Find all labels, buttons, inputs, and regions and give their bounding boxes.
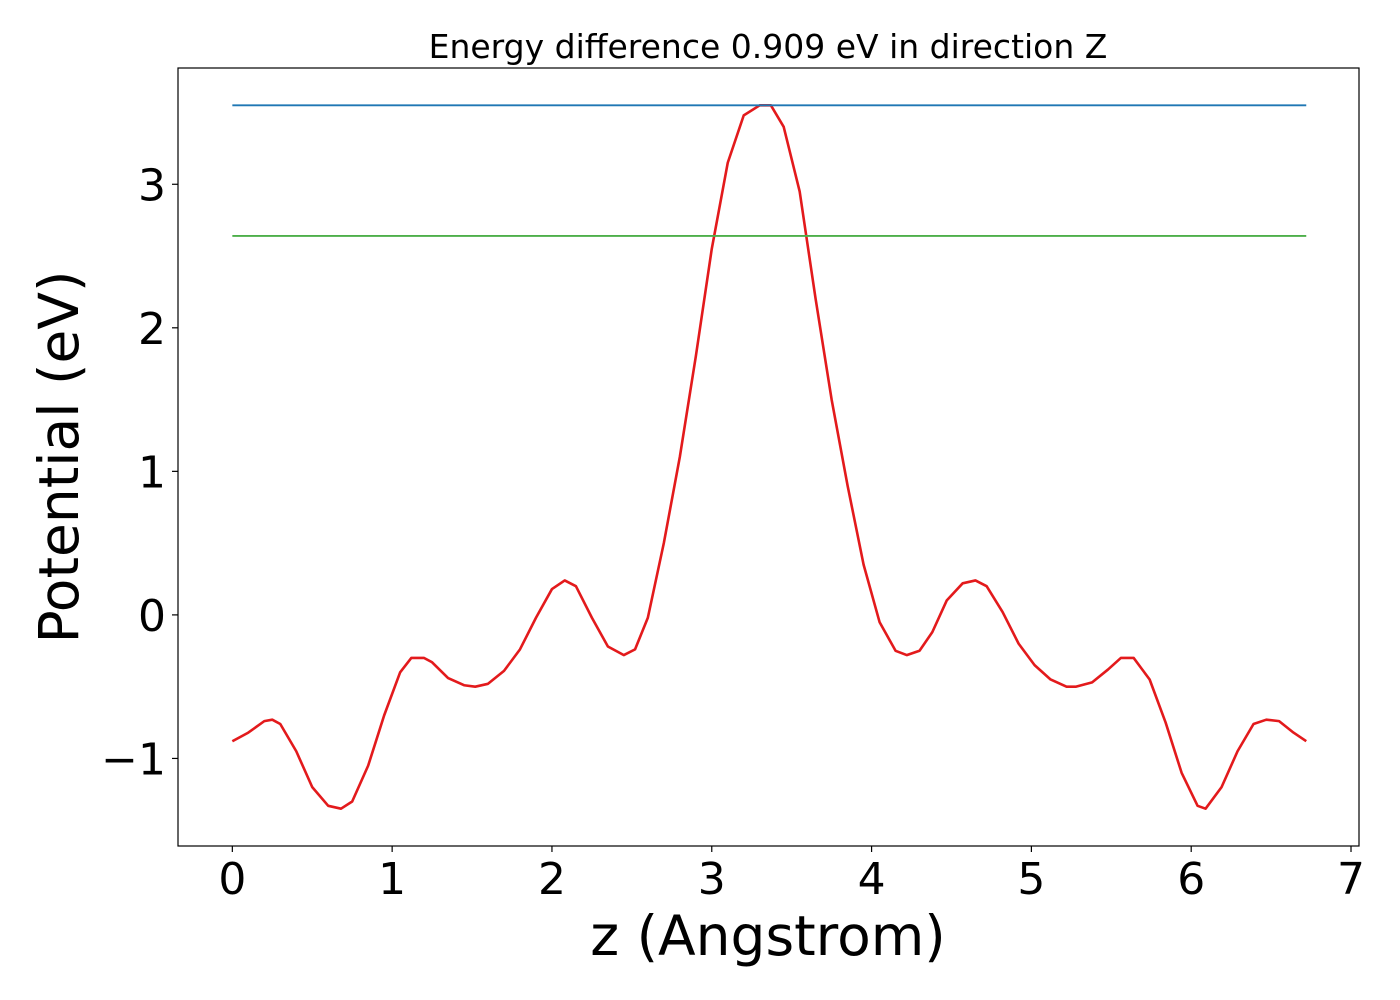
x-tick-label: 2: [538, 854, 566, 905]
x-tick-label: 4: [858, 854, 886, 905]
x-tick-label: 0: [218, 854, 246, 905]
x-tick-label: 1: [378, 854, 406, 905]
chart-title: Energy difference 0.909 eV in direction …: [429, 27, 1108, 66]
y-tick-label: 1: [138, 447, 166, 498]
x-axis: 0 1 2 3 4 5 6 7: [218, 846, 1365, 905]
series-layer: [231, 104, 1307, 810]
x-axis-label: z (Angstrom): [590, 904, 946, 968]
x-tick-label: 3: [698, 854, 726, 905]
series-line-0: [231, 104, 1307, 810]
y-tick-label: −1: [101, 734, 166, 785]
x-tick-label: 5: [1017, 854, 1045, 905]
y-tick-label: 3: [138, 160, 166, 211]
y-tick-label: 0: [138, 591, 166, 642]
y-axis-label: Potential (eV): [27, 271, 91, 644]
x-tick-label: 7: [1337, 854, 1365, 905]
y-tick-label: 2: [138, 304, 166, 355]
x-tick-label: 6: [1177, 854, 1205, 905]
y-axis: −1 0 1 2 3: [101, 160, 178, 785]
plot-frame: [177, 67, 1360, 847]
